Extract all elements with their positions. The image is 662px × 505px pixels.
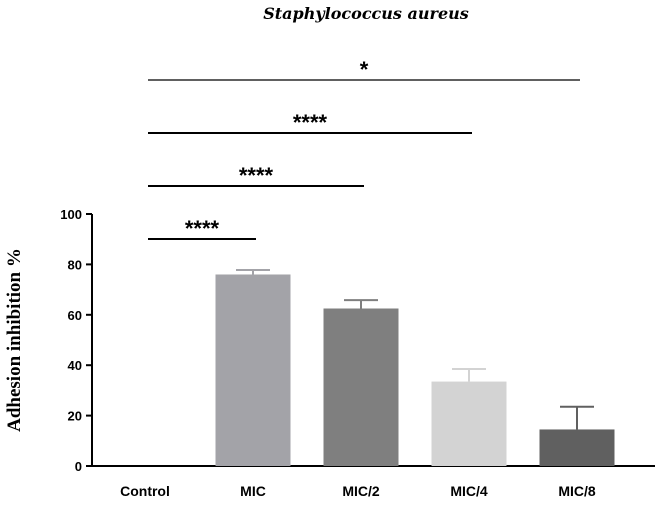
significance-label: **** <box>185 216 220 241</box>
y-tick-label: 80 <box>68 257 82 272</box>
bar-mic <box>215 274 291 466</box>
significance-label: * <box>360 57 369 82</box>
significance-label: **** <box>239 163 274 188</box>
y-tick-label: 100 <box>60 207 82 222</box>
x-tick-label: MIC/4 <box>450 483 488 499</box>
bars <box>215 274 615 466</box>
bar-mic-2 <box>323 308 399 466</box>
y-axis-label: Adhesion inhibition % <box>4 248 25 432</box>
y-tick-label: 40 <box>68 358 82 373</box>
error-bars <box>236 268 594 430</box>
bar-mic-8 <box>539 429 615 466</box>
significance-brackets: ************* <box>148 57 580 241</box>
x-tick-label: Control <box>120 483 170 499</box>
x-tick-label: MIC/2 <box>342 483 380 499</box>
y-tick-label: 20 <box>68 409 82 424</box>
chart-title: Staphylococcus aureus <box>263 4 469 23</box>
y-axis: 0 20 40 60 80 100 <box>60 207 93 474</box>
y-tick-label: 0 <box>75 459 82 474</box>
x-axis: Control MIC MIC/2 MIC/4 MIC/8 <box>92 465 655 499</box>
y-tick-label: 60 <box>68 308 82 323</box>
significance-label: **** <box>293 110 328 135</box>
bar-mic-4 <box>431 381 507 466</box>
x-tick-label: MIC/8 <box>558 483 596 499</box>
x-tick-label: MIC <box>240 483 266 499</box>
